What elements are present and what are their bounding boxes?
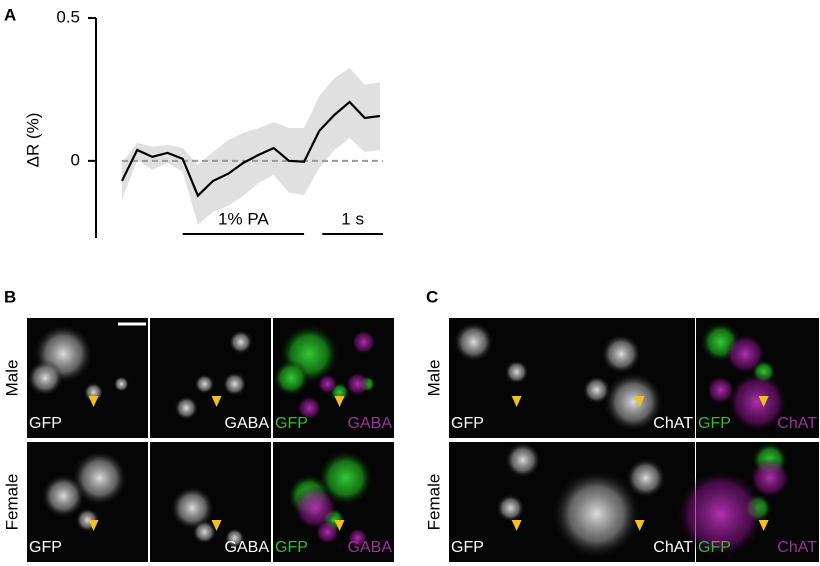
cell [83, 382, 104, 403]
cell [228, 330, 253, 354]
micrograph-content [582, 334, 664, 432]
panel-label: A [4, 5, 16, 24]
arrowhead [758, 396, 769, 407]
error-band [122, 68, 380, 225]
cell [194, 374, 215, 394]
cell [725, 334, 766, 374]
channel-label: GFP [275, 539, 308, 556]
cell [601, 334, 642, 374]
arrowhead [634, 520, 645, 531]
row-label: Female [424, 474, 443, 531]
cell [504, 442, 541, 478]
arrowhead [88, 396, 99, 407]
cell [625, 458, 666, 498]
arrowhead [634, 396, 645, 407]
row-label: Male [2, 360, 21, 397]
cell [222, 372, 247, 396]
channel-label: GABA [225, 415, 270, 432]
arrowhead [334, 396, 345, 407]
cell [345, 372, 370, 396]
channel-label: GFP [29, 415, 62, 432]
channel-label: ChAT [653, 415, 693, 432]
cell [224, 528, 245, 548]
cell [347, 528, 368, 548]
y-tick-label: 0.5 [56, 7, 80, 26]
channel-label: GABA [348, 415, 393, 432]
arrowhead [88, 520, 99, 531]
arrowhead [211, 396, 222, 407]
cell [71, 450, 128, 506]
cell [582, 376, 611, 404]
time-bar-label: 1% PA [218, 209, 269, 228]
channel-label: GFP [29, 539, 62, 556]
panel-label: B [4, 287, 16, 306]
cell [293, 486, 338, 530]
arrowhead [758, 520, 769, 531]
cell [170, 486, 215, 530]
arrowhead [511, 396, 522, 407]
micrograph-content [174, 330, 253, 420]
micrograph-content [41, 450, 128, 532]
channel-label: GFP [451, 415, 484, 432]
micrograph-content [287, 450, 374, 548]
channel-label: ChAT [777, 415, 817, 432]
cell [174, 396, 199, 420]
micrograph-content [170, 486, 245, 548]
cell [317, 374, 338, 394]
cell [273, 360, 310, 396]
row-label: Male [424, 360, 443, 397]
channel-label: GABA [348, 539, 393, 556]
cell [603, 372, 664, 432]
cell [706, 376, 735, 404]
channel-label: GFP [698, 415, 731, 432]
micrograph-content [551, 458, 666, 559]
channel-label: ChAT [777, 539, 817, 556]
cell [675, 469, 766, 559]
micrograph-content [27, 324, 130, 403]
cell [27, 360, 64, 396]
cell [453, 322, 494, 362]
channel-label: ChAT [653, 539, 693, 556]
micrograph-content [273, 324, 376, 420]
cell [192, 520, 217, 544]
y-axis-label: ΔR (%) [23, 113, 42, 168]
cell [504, 360, 529, 384]
micrograph-content [453, 322, 529, 384]
micrograph-content [496, 442, 541, 522]
y-tick-label: 0 [71, 150, 80, 169]
channel-label: GFP [275, 415, 308, 432]
mean-line [121, 100, 381, 198]
cell [317, 450, 374, 506]
channel-label: GABA [225, 539, 270, 556]
arrowhead [211, 520, 222, 531]
cell [113, 376, 130, 392]
channel-label: GFP [698, 539, 731, 556]
row-label: Female [2, 474, 21, 531]
cell [315, 520, 340, 544]
cell [551, 469, 642, 559]
arrowhead [511, 520, 522, 531]
cell [351, 330, 376, 354]
cell [297, 396, 322, 420]
panel-label: C [426, 287, 438, 306]
micrograph-content [675, 442, 790, 559]
time-bar-label: 1 s [341, 209, 364, 228]
cell [496, 494, 525, 522]
channel-label: GFP [451, 539, 484, 556]
cell [727, 372, 788, 432]
cell [41, 474, 86, 518]
arrowhead [334, 520, 345, 531]
cell [749, 458, 790, 498]
micrograph-content [700, 322, 788, 432]
